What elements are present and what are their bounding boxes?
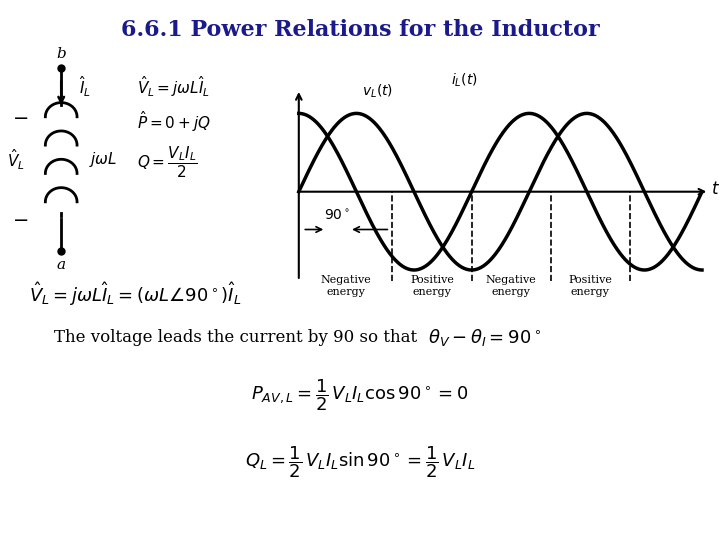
Text: $Q = \dfrac{V_L I_L}{2}$: $Q = \dfrac{V_L I_L}{2}$ bbox=[137, 144, 197, 180]
Text: $\hat{V}_L = j\omega L\hat{I}_L = \left(\omega L\angle 90^\circ\right)\hat{I}_L$: $\hat{V}_L = j\omega L\hat{I}_L = \left(… bbox=[29, 280, 241, 308]
Text: Negative
energy: Negative energy bbox=[320, 275, 371, 297]
Text: b: b bbox=[56, 47, 66, 61]
Text: $-$: $-$ bbox=[12, 209, 28, 228]
Text: $P_{AV,L} = \dfrac{1}{2}\, V_L I_L \cos 90^\circ = 0$: $P_{AV,L} = \dfrac{1}{2}\, V_L I_L \cos … bbox=[251, 377, 469, 413]
Text: Negative
energy: Negative energy bbox=[486, 275, 536, 297]
Text: $\hat{I}_L$: $\hat{I}_L$ bbox=[79, 74, 91, 99]
Text: $j\omega L$: $j\omega L$ bbox=[89, 150, 117, 169]
Text: $Q_L = \dfrac{1}{2}\, V_L I_L \sin 90^\circ = \dfrac{1}{2}\, V_L I_L$: $Q_L = \dfrac{1}{2}\, V_L I_L \sin 90^\c… bbox=[245, 444, 475, 480]
Text: $v_L(t)$: $v_L(t)$ bbox=[362, 83, 394, 100]
Text: Positive
energy: Positive energy bbox=[410, 275, 454, 297]
Text: The voltage leads the current by 90 so that: The voltage leads the current by 90 so t… bbox=[54, 329, 417, 346]
Text: $t$: $t$ bbox=[711, 180, 720, 198]
Text: $\hat{V}_L = j\omega L\hat{I}_L$: $\hat{V}_L = j\omega L\hat{I}_L$ bbox=[137, 74, 210, 99]
Text: a: a bbox=[57, 258, 66, 272]
Text: $90^\circ$: $90^\circ$ bbox=[324, 208, 350, 223]
Text: $i_L(t)$: $i_L(t)$ bbox=[451, 72, 478, 89]
Text: 6.6.1 Power Relations for the Inductor: 6.6.1 Power Relations for the Inductor bbox=[121, 19, 599, 41]
Text: $\theta_V - \theta_I = 90^\circ$: $\theta_V - \theta_I = 90^\circ$ bbox=[428, 327, 541, 348]
Text: $\hat{V}_L$: $\hat{V}_L$ bbox=[7, 147, 24, 172]
Text: $\hat{P} = 0 + jQ$: $\hat{P} = 0 + jQ$ bbox=[137, 109, 211, 134]
Text: Positive
energy: Positive energy bbox=[569, 275, 612, 297]
Text: $-$: $-$ bbox=[12, 106, 28, 126]
